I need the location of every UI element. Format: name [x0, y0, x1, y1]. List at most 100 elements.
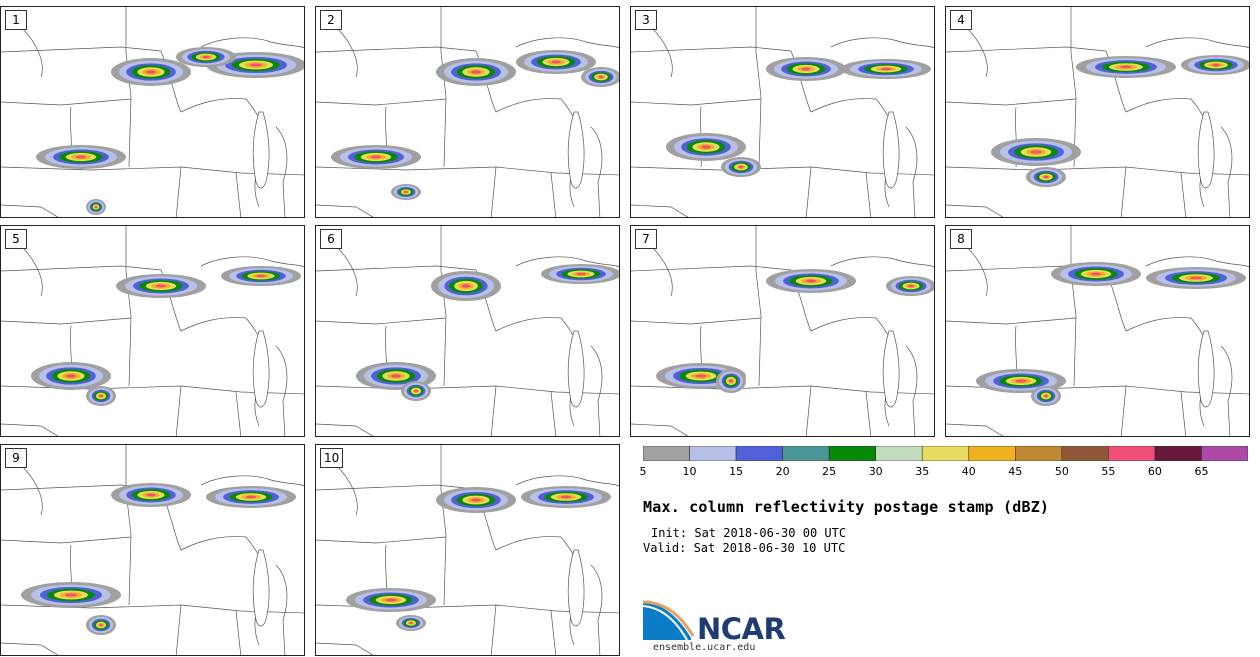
reflectivity-contour — [385, 598, 397, 602]
colorbar-tick-label: 55 — [1101, 465, 1116, 478]
colorbar-segment — [968, 446, 1016, 461]
ncar-logo-icon — [643, 600, 695, 641]
lake-outline — [252, 549, 270, 627]
reflectivity-contour — [729, 379, 733, 383]
reflectivity-contour — [576, 272, 586, 276]
reflectivity-contour — [1043, 175, 1049, 179]
reflectivity-contour — [461, 284, 471, 288]
colorbar-segment — [828, 446, 876, 461]
reflectivity-cells — [331, 50, 619, 200]
reflectivity-colorbar — [643, 446, 1248, 461]
reflectivity-contour — [409, 622, 413, 624]
basemap-borders — [631, 7, 934, 217]
reflectivity-contour — [1044, 394, 1048, 398]
member-number: 3 — [635, 10, 657, 30]
basemap-borders — [1, 445, 304, 655]
reflectivity-contour — [146, 70, 156, 74]
ensemble-member-panel: 1 — [0, 6, 305, 218]
reflectivity-map — [946, 226, 1249, 436]
basemap-borders — [316, 226, 619, 436]
reflectivity-map — [1, 7, 304, 217]
reflectivity-contour — [99, 623, 103, 627]
colorbar-segment — [782, 446, 830, 461]
reflectivity-contour — [1090, 272, 1102, 276]
colorbar-tick-label: 40 — [961, 465, 976, 478]
member-number: 4 — [950, 10, 972, 30]
colorbar-segment — [1061, 446, 1109, 461]
ensemble-member-panel: 8 — [945, 225, 1250, 437]
colorbar-segment — [1154, 446, 1202, 461]
basemap-borders — [316, 7, 619, 217]
ensemble-member-panel: 6 — [315, 225, 620, 437]
reflectivity-contour — [880, 67, 892, 71]
reflectivity-contour — [75, 155, 87, 159]
member-number: 6 — [320, 229, 342, 249]
lake-outline — [1197, 111, 1215, 189]
reflectivity-cells — [36, 47, 304, 215]
colorbar-tick-labels: 5 10 15 20 25 30 35 40 45 50 55 60 65 — [640, 465, 1248, 479]
colorbar-segment — [735, 446, 783, 461]
member-number: 9 — [5, 448, 27, 468]
member-number: 8 — [950, 229, 972, 249]
reflectivity-contour — [370, 155, 382, 159]
init-time: Init: Sat 2018-06-30 00 UTC — [651, 526, 847, 540]
ensemble-member-panel: 3 — [630, 6, 935, 218]
colorbar-segment — [643, 446, 690, 461]
ensemble-member-panel: 2 — [315, 6, 620, 218]
reflectivity-contour — [1030, 150, 1042, 154]
reflectivity-cells — [666, 57, 931, 177]
reflectivity-contour — [256, 274, 266, 278]
colorbar-tick-label: 65 — [1194, 465, 1209, 478]
colorbar-tick-label: 10 — [682, 465, 697, 478]
reflectivity-contour — [701, 145, 711, 149]
reflectivity-contour — [1211, 63, 1221, 67]
reflectivity-contour — [1120, 65, 1132, 69]
reflectivity-contour — [404, 191, 408, 193]
reflectivity-cells — [656, 269, 934, 393]
ensemble-member-panel: 4 — [945, 6, 1250, 218]
reflectivity-cells — [31, 266, 301, 406]
reflectivity-contour — [560, 495, 572, 499]
basemap-borders — [946, 226, 1249, 436]
lake-outline — [567, 330, 585, 408]
reflectivity-contour — [471, 498, 481, 502]
lake-outline — [882, 330, 900, 408]
reflectivity-contour — [250, 63, 262, 67]
site-url: ensemble.ucar.edu — [653, 642, 756, 653]
colorbar-segment — [1201, 446, 1248, 461]
reflectivity-cells — [21, 483, 296, 635]
ncar-logo-text: NCAR — [697, 612, 786, 646]
reflectivity-contour — [94, 206, 98, 208]
reflectivity-map — [631, 7, 934, 217]
reflectivity-contour — [695, 374, 707, 378]
colorbar-tick-label: 35 — [915, 465, 930, 478]
colorbar-segment — [689, 446, 737, 461]
basemap-borders — [631, 226, 934, 436]
figure-title: Max. column reflectivity postage stamp (… — [643, 498, 1050, 516]
reflectivity-contour — [155, 284, 167, 288]
colorbar-segment — [1015, 446, 1063, 461]
reflectivity-contour — [202, 55, 210, 59]
reflectivity-cells — [976, 262, 1246, 406]
member-number: 1 — [5, 10, 27, 30]
reflectivity-contour — [1015, 379, 1027, 383]
colorbar-segment — [1108, 446, 1156, 461]
lake-outline — [567, 549, 585, 627]
colorbar-segment — [921, 446, 970, 461]
reflectivity-contour — [65, 593, 77, 597]
lake-outline — [252, 111, 270, 189]
reflectivity-cells — [356, 264, 619, 401]
member-number: 10 — [320, 448, 344, 468]
reflectivity-contour — [146, 493, 156, 497]
lake-outline — [567, 111, 585, 189]
reflectivity-contour — [738, 165, 744, 169]
reflectivity-contour — [551, 60, 561, 64]
reflectivity-cells — [991, 55, 1249, 187]
reflectivity-map — [316, 226, 619, 436]
reflectivity-map — [316, 445, 619, 655]
colorbar-tick-label: 50 — [1054, 465, 1069, 478]
ensemble-member-panel: 9 — [0, 444, 305, 656]
reflectivity-contour — [391, 374, 401, 378]
reflectivity-map — [1, 445, 304, 655]
reflectivity-map — [1, 226, 304, 436]
